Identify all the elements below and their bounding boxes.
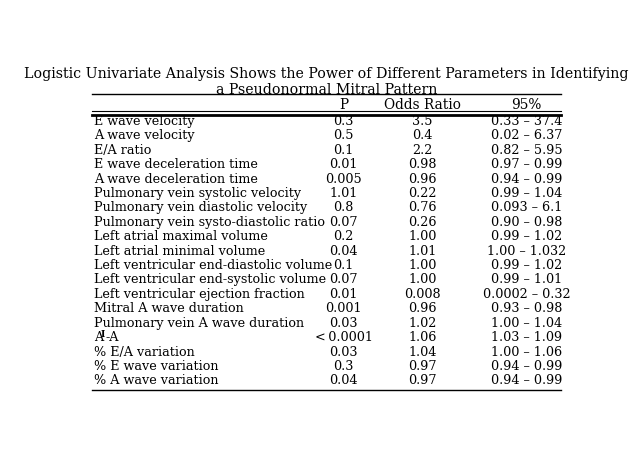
Text: 1.02: 1.02: [408, 317, 437, 329]
Text: 0.33 – 37.4: 0.33 – 37.4: [490, 115, 562, 128]
Text: 1.00: 1.00: [408, 273, 437, 286]
Text: 0.76: 0.76: [408, 201, 437, 214]
Text: 0.97: 0.97: [408, 360, 437, 373]
Text: A: A: [94, 331, 103, 344]
Text: 0.1: 0.1: [334, 259, 354, 272]
Text: Pulmonary vein systo-diastolic ratio: Pulmonary vein systo-diastolic ratio: [94, 216, 325, 229]
Text: % E/A variation: % E/A variation: [94, 345, 195, 358]
Text: 1.00: 1.00: [408, 259, 437, 272]
Text: 0.0002 – 0.32: 0.0002 – 0.32: [483, 288, 570, 301]
Text: A wave deceleration time: A wave deceleration time: [94, 173, 258, 185]
Text: 0.3: 0.3: [334, 115, 354, 128]
Text: Left ventricular end-systolic volume: Left ventricular end-systolic volume: [94, 273, 326, 286]
Text: 0.01: 0.01: [329, 158, 358, 171]
Text: Left ventricular ejection fraction: Left ventricular ejection fraction: [94, 288, 304, 301]
Text: 0.001: 0.001: [326, 302, 362, 315]
Text: 0.03: 0.03: [329, 317, 358, 329]
Text: 0.3: 0.3: [334, 360, 354, 373]
Text: 0.96: 0.96: [408, 173, 437, 185]
Text: 1.00 – 1.04: 1.00 – 1.04: [491, 317, 562, 329]
Text: 0.90 – 0.98: 0.90 – 0.98: [490, 216, 562, 229]
Text: 0.94 – 0.99: 0.94 – 0.99: [490, 374, 562, 388]
Text: 0.04: 0.04: [329, 245, 358, 257]
Text: 0.97 – 0.99: 0.97 – 0.99: [490, 158, 562, 171]
Text: 1.03 – 1.09: 1.03 – 1.09: [491, 331, 562, 344]
Text: 0.07: 0.07: [329, 273, 358, 286]
Text: I: I: [101, 330, 104, 339]
Text: 0.1: 0.1: [334, 144, 354, 157]
Text: 0.82 – 5.95: 0.82 – 5.95: [490, 144, 562, 157]
Text: A wave velocity: A wave velocity: [94, 129, 194, 142]
Text: 0.8: 0.8: [334, 201, 354, 214]
Text: % A wave variation: % A wave variation: [94, 374, 218, 388]
Text: Pulmonary vein A wave duration: Pulmonary vein A wave duration: [94, 317, 304, 329]
Text: 1.01: 1.01: [408, 245, 437, 257]
Text: E/A ratio: E/A ratio: [94, 144, 152, 157]
Text: 0.94 – 0.99: 0.94 – 0.99: [490, 360, 562, 373]
Text: E wave deceleration time: E wave deceleration time: [94, 158, 258, 171]
Text: 0.26: 0.26: [408, 216, 437, 229]
Text: 0.99 – 1.02: 0.99 – 1.02: [490, 230, 562, 243]
Text: Left atrial minimal volume: Left atrial minimal volume: [94, 245, 265, 257]
Text: E wave velocity: E wave velocity: [94, 115, 194, 128]
Text: 0.03: 0.03: [329, 345, 358, 358]
Text: 0.04: 0.04: [329, 374, 358, 388]
Text: 0.99 – 1.02: 0.99 – 1.02: [490, 259, 562, 272]
Text: Odds Ratio: Odds Ratio: [384, 98, 461, 112]
Text: Mitral A wave duration: Mitral A wave duration: [94, 302, 244, 315]
Text: 0.093 – 6.1: 0.093 – 6.1: [490, 201, 562, 214]
Text: 0.96: 0.96: [408, 302, 437, 315]
Text: 0.94 – 0.99: 0.94 – 0.99: [490, 173, 562, 185]
Text: 1.06: 1.06: [408, 331, 437, 344]
Text: 1.01: 1.01: [329, 187, 358, 200]
Text: 95%: 95%: [512, 98, 541, 112]
Text: Logistic Univariate Analysis Shows the Power of Different Parameters in Identify: Logistic Univariate Analysis Shows the P…: [24, 67, 629, 97]
Text: 1.00 – 1.032: 1.00 – 1.032: [487, 245, 566, 257]
Text: 0.22: 0.22: [408, 187, 437, 200]
Text: 2.2: 2.2: [413, 144, 433, 157]
Text: 0.97: 0.97: [408, 374, 437, 388]
Text: 1.00 – 1.06: 1.00 – 1.06: [491, 345, 562, 358]
Text: 0.99 – 1.04: 0.99 – 1.04: [490, 187, 562, 200]
Text: 0.98: 0.98: [408, 158, 437, 171]
Text: P: P: [339, 98, 348, 112]
Text: < 0.0001: < 0.0001: [315, 331, 373, 344]
Text: 0.02 – 6.37: 0.02 – 6.37: [490, 129, 562, 142]
Text: 0.99 – 1.01: 0.99 – 1.01: [491, 273, 562, 286]
Text: 3.5: 3.5: [413, 115, 433, 128]
Text: 0.07: 0.07: [329, 216, 358, 229]
Text: -A: -A: [106, 331, 119, 344]
Text: Pulmonary vein systolic velocity: Pulmonary vein systolic velocity: [94, 187, 301, 200]
Text: 0.008: 0.008: [404, 288, 441, 301]
Text: % E wave variation: % E wave variation: [94, 360, 218, 373]
Text: Left atrial maximal volume: Left atrial maximal volume: [94, 230, 268, 243]
Text: 0.2: 0.2: [334, 230, 354, 243]
Text: 0.93 – 0.98: 0.93 – 0.98: [490, 302, 562, 315]
Text: 0.5: 0.5: [334, 129, 354, 142]
Text: 1.00: 1.00: [408, 230, 437, 243]
Text: Left ventricular end-diastolic volume: Left ventricular end-diastolic volume: [94, 259, 332, 272]
Text: 0.4: 0.4: [413, 129, 433, 142]
Text: 1.04: 1.04: [408, 345, 437, 358]
Text: 0.005: 0.005: [326, 173, 362, 185]
Text: 0.01: 0.01: [329, 288, 358, 301]
Text: Pulmonary vein diastolic velocity: Pulmonary vein diastolic velocity: [94, 201, 307, 214]
